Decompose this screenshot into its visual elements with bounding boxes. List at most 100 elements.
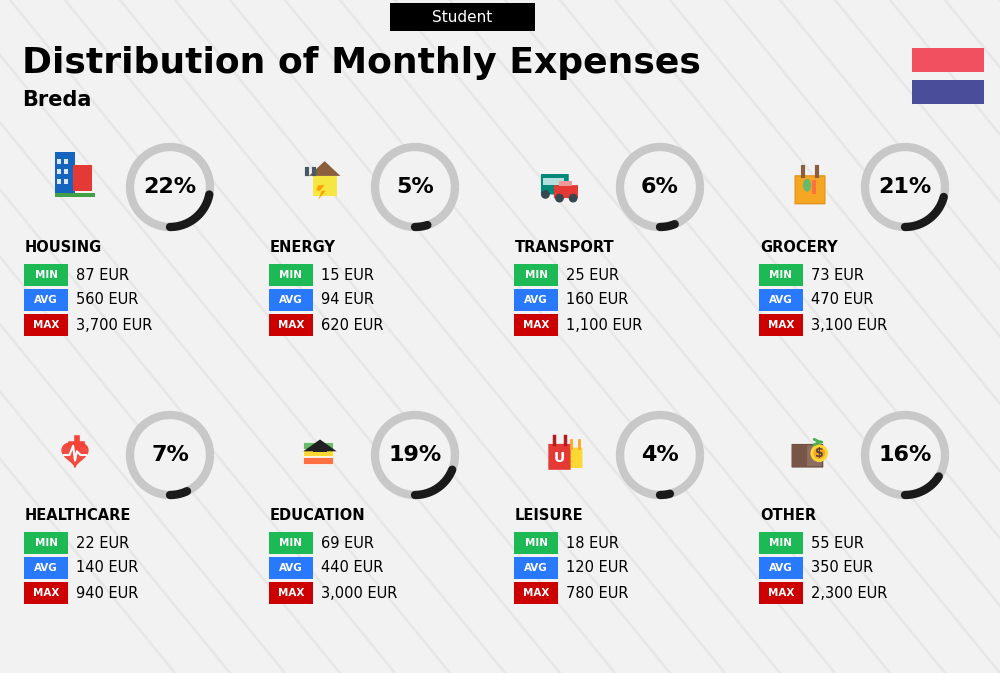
FancyBboxPatch shape [303,442,333,449]
FancyBboxPatch shape [514,264,558,286]
Text: 69 EUR: 69 EUR [321,536,374,551]
FancyBboxPatch shape [73,165,92,191]
Text: 3,700 EUR: 3,700 EUR [76,318,152,332]
Text: 55 EUR: 55 EUR [811,536,864,551]
Text: ENERGY: ENERGY [270,240,336,254]
Circle shape [621,148,699,226]
Text: 3,100 EUR: 3,100 EUR [811,318,887,332]
Circle shape [542,190,549,198]
Text: TRANSPORT: TRANSPORT [515,240,615,254]
Text: 470 EUR: 470 EUR [811,293,874,308]
Text: MAX: MAX [523,320,549,330]
Polygon shape [303,439,337,452]
Circle shape [556,194,563,202]
Text: 3,000 EUR: 3,000 EUR [321,586,397,600]
Text: 25 EUR: 25 EUR [566,267,619,283]
FancyBboxPatch shape [303,457,333,464]
FancyBboxPatch shape [759,314,803,336]
FancyBboxPatch shape [64,169,68,174]
Text: HOUSING: HOUSING [25,240,102,254]
Text: Student: Student [432,9,493,24]
Text: 940 EUR: 940 EUR [76,586,138,600]
Text: 94 EUR: 94 EUR [321,293,374,308]
Text: 440 EUR: 440 EUR [321,561,383,575]
Text: 7%: 7% [151,445,189,465]
FancyBboxPatch shape [24,532,68,554]
Text: 620 EUR: 620 EUR [321,318,384,332]
Text: 5%: 5% [396,177,434,197]
FancyBboxPatch shape [55,152,75,193]
Text: 1,100 EUR: 1,100 EUR [566,318,642,332]
FancyBboxPatch shape [792,445,807,467]
Polygon shape [316,185,326,200]
FancyBboxPatch shape [912,80,984,104]
FancyBboxPatch shape [303,450,333,456]
FancyBboxPatch shape [269,582,313,604]
Circle shape [621,416,699,494]
FancyBboxPatch shape [541,174,569,194]
Circle shape [866,148,944,226]
Text: 560 EUR: 560 EUR [76,293,138,308]
Text: 18 EUR: 18 EUR [566,536,619,551]
Text: 780 EUR: 780 EUR [566,586,629,600]
Text: 15 EUR: 15 EUR [321,267,374,283]
FancyBboxPatch shape [313,447,327,452]
FancyBboxPatch shape [812,180,816,194]
Text: MIN: MIN [280,270,302,280]
Circle shape [866,416,944,494]
FancyBboxPatch shape [24,314,68,336]
FancyBboxPatch shape [57,179,61,184]
FancyBboxPatch shape [24,557,68,579]
FancyBboxPatch shape [543,178,564,185]
Circle shape [376,416,454,494]
Circle shape [814,448,824,458]
Text: OTHER: OTHER [760,507,816,522]
FancyBboxPatch shape [759,264,803,286]
Text: MIN: MIN [524,270,548,280]
Text: EDUCATION: EDUCATION [270,507,366,522]
Text: 87 EUR: 87 EUR [76,267,129,283]
Text: Breda: Breda [22,90,91,110]
FancyBboxPatch shape [64,159,68,164]
Text: MAX: MAX [523,588,549,598]
FancyBboxPatch shape [57,159,61,164]
Text: MAX: MAX [768,588,794,598]
Text: AVG: AVG [524,295,548,305]
Text: 140 EUR: 140 EUR [76,561,138,575]
Text: 120 EUR: 120 EUR [566,561,629,575]
Text: 19%: 19% [388,445,442,465]
Text: HEALTHCARE: HEALTHCARE [25,507,131,522]
Text: MIN: MIN [770,270,792,280]
Circle shape [376,148,454,226]
Text: MAX: MAX [768,320,794,330]
Circle shape [131,148,209,226]
FancyBboxPatch shape [24,289,68,311]
Circle shape [811,445,827,461]
FancyBboxPatch shape [64,179,68,184]
Text: MAX: MAX [278,320,304,330]
Text: MIN: MIN [34,538,58,548]
Text: 350 EUR: 350 EUR [811,561,873,575]
FancyBboxPatch shape [795,176,825,204]
FancyBboxPatch shape [554,185,578,198]
Text: AVG: AVG [279,563,303,573]
Text: 73 EUR: 73 EUR [811,267,864,283]
FancyBboxPatch shape [55,193,95,197]
Text: 22 EUR: 22 EUR [76,536,129,551]
FancyBboxPatch shape [912,48,984,72]
Text: AVG: AVG [769,563,793,573]
FancyBboxPatch shape [269,557,313,579]
Text: 6%: 6% [641,177,679,197]
FancyBboxPatch shape [57,169,61,174]
FancyBboxPatch shape [390,3,535,31]
Text: 2,300 EUR: 2,300 EUR [811,586,887,600]
Text: 21%: 21% [878,177,932,197]
Text: MIN: MIN [770,538,792,548]
FancyBboxPatch shape [759,557,803,579]
FancyBboxPatch shape [559,181,572,186]
Ellipse shape [803,178,811,192]
Text: AVG: AVG [34,563,58,573]
FancyBboxPatch shape [759,582,803,604]
Text: Distribution of Monthly Expenses: Distribution of Monthly Expenses [22,46,701,80]
FancyBboxPatch shape [269,264,313,286]
